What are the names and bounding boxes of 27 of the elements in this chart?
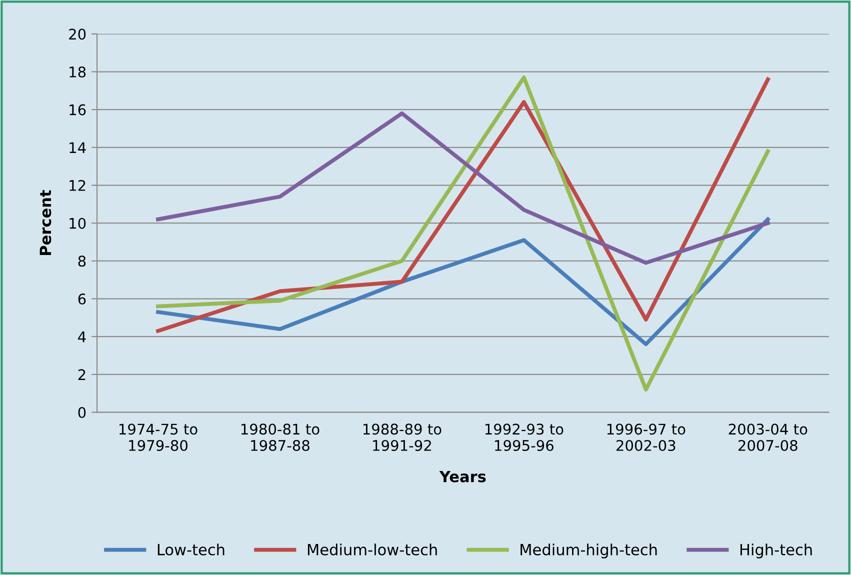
y-tick-label: 8 [78,256,86,267]
line-series [156,77,770,333]
line-series [156,217,770,346]
line-series [156,111,770,265]
x-tick-label: 1988-89 to 1991-92 [363,424,442,452]
x-tick-label: 2003-04 to 2007-08 [728,424,808,452]
x-tick-label: 1980-81 to 1987-88 [241,424,320,452]
y-tick-label: 12 [70,180,86,191]
legend-label: High-tech [740,544,812,558]
x-tick-label: 1992-93 to 1995-96 [485,424,564,452]
y-tick-label: 18 [70,66,86,78]
x-axis-title: Years [439,470,486,482]
legend-label: Medium-low-tech [308,544,437,556]
y-tick-label: 16 [70,104,86,116]
x-tick-label: 1996-97 to 2002-03 [607,424,686,452]
legend-label: Medium-high-tech [520,544,657,558]
y-tick-label: 20 [69,28,86,40]
line-series [156,75,770,392]
legend-label: Low-tech [158,544,224,556]
y-tick-label: 4 [78,332,86,342]
y-tick-label: 6 [78,293,86,305]
x-tick-label: 1974-75 to 1979-80 [120,424,198,452]
y-tick-label: 0 [78,406,86,418]
y-tick-label: 2 [78,369,86,380]
y-tick-label: 10 [70,218,86,229]
y-tick-label: 14 [70,142,86,153]
y-axis-title: Percent [40,190,52,256]
